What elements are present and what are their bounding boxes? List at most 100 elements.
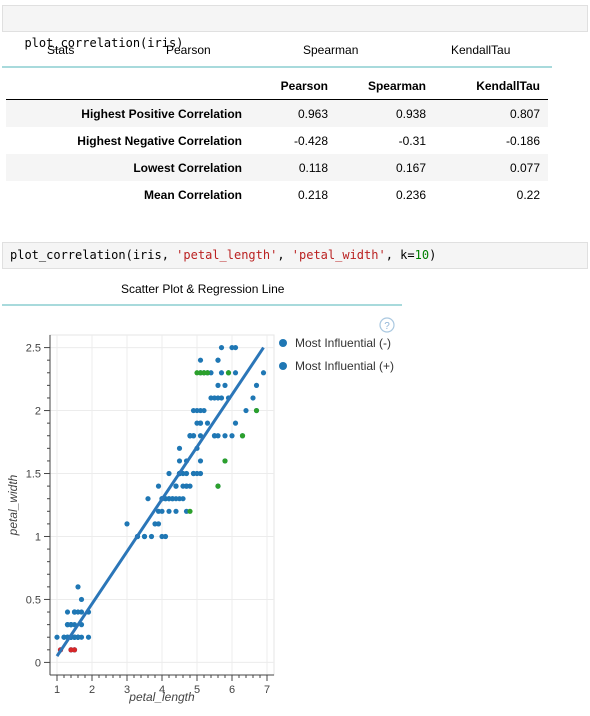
y-tick-label: 2.5 [26, 343, 41, 355]
data-point [71, 609, 78, 615]
correlation-tabs: Stats Pearson Spearman KendallTau [2, 37, 552, 69]
influential-positive-point [253, 407, 260, 414]
code-cell-2[interactable]: plot_correlation(iris, 'petal_length', '… [2, 242, 588, 269]
x-tick-label: 4 [159, 684, 165, 696]
data-point [232, 420, 239, 426]
data-point [173, 483, 179, 489]
data-point [197, 357, 204, 363]
help-icon[interactable]: ? [379, 317, 395, 333]
data-point [208, 395, 214, 401]
table-cell: 0.938 [395, 106, 426, 121]
legend-item-pos[interactable]: Most Influential (+) [295, 359, 394, 373]
data-point [180, 496, 186, 502]
data-point [54, 634, 60, 640]
data-point [232, 370, 239, 376]
data-point [243, 407, 249, 414]
data-point [197, 433, 204, 439]
data-point [204, 420, 211, 426]
y-tick-label: 1.5 [26, 469, 41, 481]
influential-positive-point [187, 508, 193, 514]
data-point [260, 370, 267, 376]
y-tick-label: 2 [35, 406, 41, 418]
data-point [201, 407, 207, 414]
table-cell: 0.807 [509, 106, 540, 121]
influential-positive-point [215, 483, 221, 489]
data-point [253, 382, 260, 388]
data-point [194, 420, 200, 426]
stats-table: Pearson Spearman KendallTau Highest Posi… [6, 72, 548, 208]
tab-scatter-plot[interactable]: Scatter Plot & Regression Line [121, 282, 285, 296]
tab-underline [2, 66, 552, 68]
data-point [215, 357, 221, 363]
code-kw: , k= [385, 248, 415, 262]
tab-spearman[interactable]: Spearman [303, 43, 359, 57]
legend-item-neg[interactable]: Most Influential (-) [295, 336, 391, 350]
table-cell: -0.186 [505, 133, 540, 148]
data-point [152, 521, 158, 527]
data-point [187, 433, 193, 439]
code-arg-petal-length: 'petal_length' [176, 248, 278, 262]
data-point [232, 344, 239, 351]
x-tick-label: 1 [54, 684, 60, 696]
grid [50, 335, 274, 675]
y-tick-label: 1 [35, 531, 41, 543]
data-point [166, 508, 172, 514]
table-cell: 0.077 [509, 160, 540, 175]
tab-kendalltau[interactable]: KendallTau [451, 43, 511, 57]
data-point [197, 458, 204, 464]
table-header-row: Pearson Spearman KendallTau [6, 72, 548, 100]
column-header: Spearman [336, 72, 434, 100]
data-point [215, 382, 221, 388]
data-point [78, 596, 85, 603]
table-cell: 0.167 [395, 160, 426, 175]
tab-stats[interactable]: Stats [47, 43, 75, 57]
table-cell: 0.22 [516, 187, 540, 202]
column-header [6, 72, 250, 100]
influential-negative-point [71, 647, 78, 653]
data-point [218, 344, 225, 351]
tab-pearson[interactable]: Pearson [166, 43, 211, 57]
x-tick-label: 7 [264, 684, 270, 696]
data-point [75, 584, 81, 590]
influential-positive-point [204, 370, 211, 376]
data-point [141, 533, 148, 540]
table-cell: 0.218 [297, 187, 328, 202]
code-cell-1[interactable]: plot_correlation(iris) [2, 5, 588, 50]
data-point [211, 433, 218, 439]
row-label: Mean Correlation [143, 187, 242, 202]
legend-marker-neg [279, 339, 287, 347]
data-point [124, 521, 130, 527]
x-axis-label: petal_length [128, 690, 195, 704]
table-cell: -0.428 [293, 133, 328, 148]
data-point [162, 533, 169, 540]
x-tick-label: 2 [89, 684, 95, 696]
y-axis-label: petal_width [6, 474, 20, 536]
data-point [190, 407, 197, 414]
row-label: Highest Positive Correlation [81, 106, 242, 121]
code-fn: plot_correlation(iris, [10, 248, 177, 262]
data-point [183, 470, 190, 477]
data-point [68, 622, 74, 628]
table-cell: 0.963 [297, 106, 328, 121]
y-tick-label: 0.5 [26, 594, 41, 606]
data-point [148, 533, 155, 540]
axes: 1 2 3 4 5 6 7 0 0.5 1 1.5 2 2.5 [26, 335, 274, 696]
influential-positive-point [239, 433, 246, 439]
table-row: Mean Correlation 0.218 0.236 0.22 [6, 181, 548, 208]
data-point [218, 370, 225, 376]
x-tick-label: 5 [194, 684, 200, 696]
regression-line [55, 346, 265, 657]
data-point [250, 395, 256, 401]
legend-marker-pos [279, 362, 287, 370]
data-point [222, 433, 228, 439]
table-row: Lowest Correlation 0.118 0.167 0.077 [6, 154, 548, 181]
influential-positive-point [225, 370, 232, 376]
data-point [159, 508, 165, 514]
data-point [187, 483, 193, 489]
row-label: Lowest Correlation [133, 160, 242, 175]
plot-tab-underline [2, 304, 402, 306]
data-point [64, 609, 71, 615]
x-tick-label: 3 [124, 684, 130, 696]
data-point [180, 483, 186, 489]
table-row: Highest Positive Correlation 0.963 0.938… [6, 99, 548, 127]
